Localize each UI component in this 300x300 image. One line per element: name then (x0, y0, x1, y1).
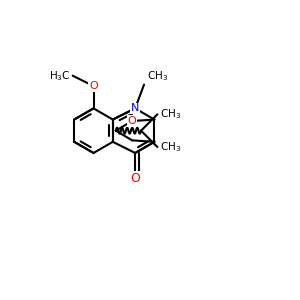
Text: CH$_3$: CH$_3$ (160, 140, 181, 154)
Text: N: N (131, 103, 139, 113)
Text: CH$_3$: CH$_3$ (160, 107, 181, 121)
Text: O: O (89, 81, 98, 91)
Text: O: O (128, 116, 136, 126)
Text: H$_3$C: H$_3$C (49, 69, 70, 82)
Text: CH$_3$: CH$_3$ (147, 69, 168, 83)
Text: O: O (130, 172, 140, 185)
